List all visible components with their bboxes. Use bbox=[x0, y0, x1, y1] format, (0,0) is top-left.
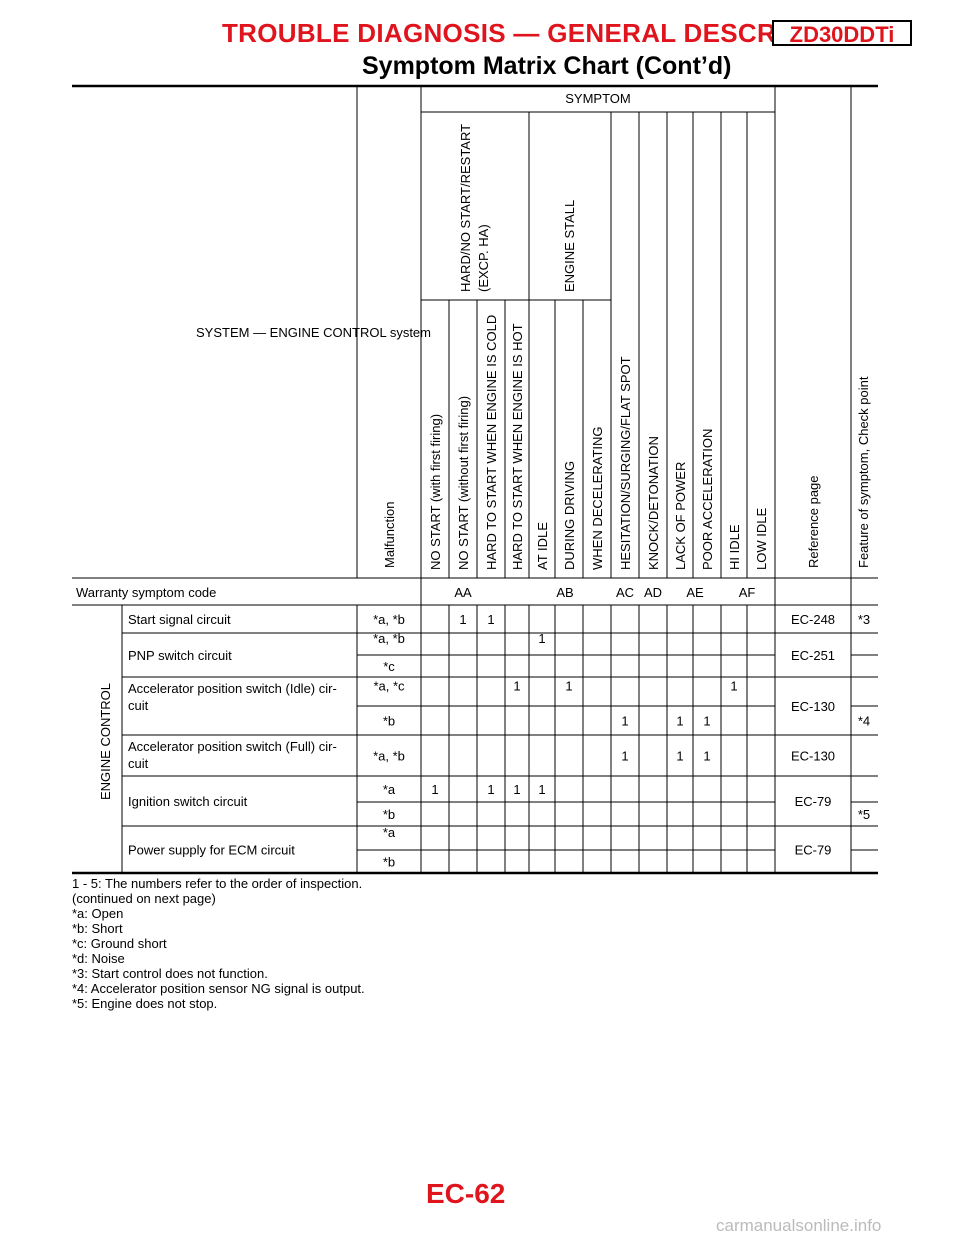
section-title: TROUBLE DIAGNOSIS — GENERAL DESCRIPTION bbox=[222, 18, 865, 48]
row-item: Start signal circuit bbox=[128, 612, 231, 627]
row-malfunction: *a bbox=[383, 782, 396, 797]
order-mark: 1 bbox=[487, 612, 494, 627]
symptom-column-header: HARD TO START WHEN ENGINE IS HOT bbox=[510, 323, 525, 570]
row-malfunction: *b bbox=[383, 855, 395, 870]
group-header-hard-start: HARD/NO START/RESTART bbox=[458, 124, 473, 292]
symptom-column-header: AT IDLE bbox=[535, 522, 550, 570]
note-line: (continued on next page) bbox=[72, 891, 216, 906]
order-mark: 1 bbox=[621, 749, 628, 764]
symptom-column-header: NO START (with first firing) bbox=[428, 414, 443, 570]
order-mark: 1 bbox=[538, 782, 545, 797]
order-mark: 1 bbox=[459, 612, 466, 627]
row-item: Power supply for ECM circuit bbox=[128, 843, 295, 858]
note-line: *4: Accelerator position sensor NG signa… bbox=[72, 981, 365, 996]
symptom-column-header: KNOCK/DETONATION bbox=[646, 436, 661, 570]
order-mark: 1 bbox=[513, 782, 520, 797]
order-mark: 1 bbox=[703, 714, 710, 729]
warranty-code: AC bbox=[616, 585, 634, 600]
row-reference: EC-79 bbox=[795, 843, 832, 858]
engine-code-badge: ZD30DDTi bbox=[772, 20, 912, 47]
malfunction-header: Malfunction bbox=[382, 502, 397, 568]
order-mark: 1 bbox=[676, 714, 683, 729]
reference-header: Reference page bbox=[806, 475, 821, 568]
order-mark: 1 bbox=[676, 749, 683, 764]
feature-header: Feature of symptom, Check point bbox=[856, 376, 871, 568]
watermark: carmanualsonline.info bbox=[716, 1216, 882, 1235]
order-mark: 1 bbox=[621, 714, 628, 729]
row-item: Accelerator position switch (Full) cir- bbox=[128, 739, 337, 754]
group-header-engine-stall: ENGINE STALL bbox=[562, 200, 577, 292]
warranty-label: Warranty symptom code bbox=[76, 585, 216, 600]
row-reference: EC-248 bbox=[791, 612, 835, 627]
order-mark: 1 bbox=[703, 749, 710, 764]
order-mark: 1 bbox=[487, 782, 494, 797]
note-line: *d: Noise bbox=[72, 951, 125, 966]
row-feature: *5 bbox=[858, 807, 870, 822]
order-mark: 1 bbox=[513, 679, 520, 694]
row-malfunction: *a, *c bbox=[373, 679, 405, 694]
symptom-column-header: LOW IDLE bbox=[754, 508, 769, 570]
symptom-column-header: NO START (without first firing) bbox=[456, 396, 471, 570]
symptom-column-header: POOR ACCELERATION bbox=[700, 429, 715, 570]
group-header-hard-start-note: (EXCP. HA) bbox=[476, 224, 491, 292]
symptom-header: SYMPTOM bbox=[565, 91, 631, 106]
row-malfunction: *a, *b bbox=[373, 749, 405, 764]
symptom-column-header: DURING DRIVING bbox=[562, 461, 577, 570]
row-malfunction: *a, *b bbox=[373, 612, 405, 627]
page-subtitle: Symptom Matrix Chart (Cont’d) bbox=[362, 52, 732, 80]
note-line: *3: Start control does not function. bbox=[72, 966, 268, 981]
row-reference: EC-251 bbox=[791, 648, 835, 663]
row-item: cuit bbox=[128, 698, 149, 713]
warranty-code: AB bbox=[556, 585, 573, 600]
warranty-code: AA bbox=[454, 585, 472, 600]
system-label: SYSTEM — ENGINE CONTROL system bbox=[196, 325, 431, 340]
symptom-column-header: WHEN DECELERATING bbox=[590, 427, 605, 571]
row-item: Ignition switch circuit bbox=[128, 794, 248, 809]
symptom-matrix-table: SYSTEM — ENGINE CONTROL system Malfunctio… bbox=[72, 84, 878, 875]
row-feature: *4 bbox=[858, 714, 870, 729]
note-line: *a: Open bbox=[72, 906, 124, 921]
row-malfunction: *a bbox=[383, 825, 396, 840]
note-line: *5: Engine does not stop. bbox=[72, 996, 218, 1011]
row-reference: EC-130 bbox=[791, 749, 835, 764]
note-line: *c: Ground short bbox=[72, 936, 167, 951]
warranty-code: AF bbox=[739, 585, 756, 600]
order-mark: 1 bbox=[565, 679, 572, 694]
order-mark: 1 bbox=[431, 782, 438, 797]
row-item: PNP switch circuit bbox=[128, 648, 232, 663]
row-malfunction: *a, *b bbox=[373, 631, 405, 646]
row-malfunction: *c bbox=[383, 659, 395, 674]
order-mark: 1 bbox=[730, 679, 737, 694]
row-item: Accelerator position switch (Idle) cir- bbox=[128, 681, 337, 696]
note-line: 1 - 5: The numbers refer to the order of… bbox=[72, 876, 363, 891]
symptom-column-header: HESITATION/SURGING/FLAT SPOT bbox=[618, 356, 633, 570]
note-line: *b: Short bbox=[72, 921, 123, 936]
warranty-code: AD bbox=[644, 585, 662, 600]
notes-block: 1 - 5: The numbers refer to the order of… bbox=[72, 876, 365, 1011]
order-mark: 1 bbox=[538, 631, 545, 646]
symptom-column-header: HARD TO START WHEN ENGINE IS COLD bbox=[484, 315, 499, 570]
row-item: cuit bbox=[128, 756, 149, 771]
row-reference: EC-130 bbox=[791, 699, 835, 714]
row-feature: *3 bbox=[858, 612, 870, 627]
symptom-column-header: HI IDLE bbox=[727, 524, 742, 570]
group-label: ENGINE CONTROL bbox=[98, 683, 113, 800]
warranty-code: AE bbox=[686, 585, 704, 600]
row-malfunction: *b bbox=[383, 714, 395, 729]
symptom-column-header: LACK OF POWER bbox=[673, 462, 688, 570]
row-malfunction: *b bbox=[383, 807, 395, 822]
row-reference: EC-79 bbox=[795, 794, 832, 809]
page-number: EC-62 bbox=[426, 1178, 506, 1209]
